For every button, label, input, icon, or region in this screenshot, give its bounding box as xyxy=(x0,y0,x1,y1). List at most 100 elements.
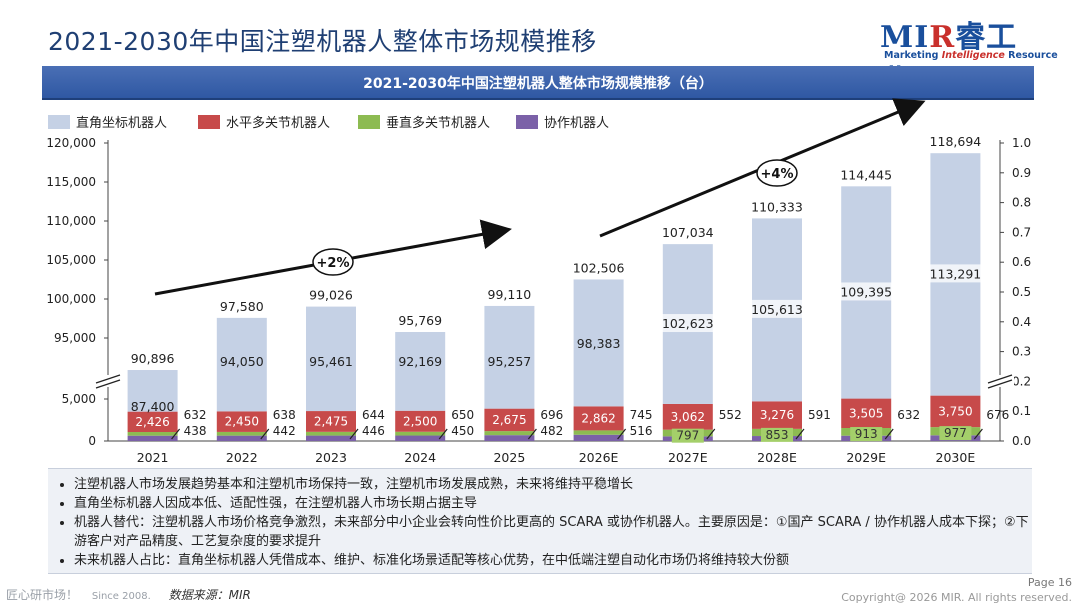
bar-segment-collab xyxy=(484,435,535,441)
y-tick-label-right: 0.6 xyxy=(1012,255,1031,269)
total-label: 97,580 xyxy=(220,299,264,314)
axis-break-mark xyxy=(95,379,121,389)
logo-subtitle: Marketing Intelligence Resource xyxy=(884,50,1058,61)
vertical-label: 450 xyxy=(451,424,474,438)
x-tick-label: 2024 xyxy=(404,450,436,465)
growth-badge-1 xyxy=(312,248,354,276)
scara-label: 2,426 xyxy=(135,415,169,429)
stacked-bar-chart: 120,000 115,000 110,000 105,000 100,000 95,00… xyxy=(46,98,1031,465)
scara-label: 3,505 xyxy=(849,406,883,420)
x-tick-label: 2023 xyxy=(315,450,347,465)
legend-swatch xyxy=(48,115,70,129)
bar-segment-scara xyxy=(752,401,802,429)
scara-label: 3,062 xyxy=(671,410,705,424)
vertical-label: 797 xyxy=(676,429,699,443)
growth-label-1: +2% xyxy=(317,256,350,271)
vertical-label-bg xyxy=(671,428,704,443)
y-tick-label-right: 0.8 xyxy=(1012,196,1031,210)
y-tick-label-left: 115,000 xyxy=(46,175,96,189)
vertical-label: 482 xyxy=(540,424,563,438)
break-slash xyxy=(171,428,181,440)
bar-segment-scara xyxy=(930,395,981,428)
y-tick-label-left: 5,000 xyxy=(62,392,96,406)
total-label: 99,110 xyxy=(488,287,532,302)
notes-box: 注塑机器人市场发展趋势基本和注塑机市场保持一致，注塑机市场发展成熟，未来将维持平… xyxy=(48,468,1032,574)
bar-segment-collab xyxy=(395,435,446,441)
bar-segment-scara xyxy=(306,411,356,432)
scara-label: 2,450 xyxy=(225,415,259,429)
vertical-label: 438 xyxy=(184,424,207,438)
vertical-label: 853 xyxy=(766,428,789,442)
chart-banner: 2021-2030年中国注塑机器人整体市场规模推移（台） xyxy=(42,66,1034,100)
bar-segment-scara xyxy=(127,411,178,433)
bar-segment-scara xyxy=(484,408,535,432)
total-label: 95,769 xyxy=(398,313,442,328)
total-label: 110,333 xyxy=(751,199,803,214)
bar-segment-scara xyxy=(662,403,713,430)
x-tick-label: 2022 xyxy=(226,450,258,465)
cartesian-label-bg xyxy=(834,282,899,301)
x-tick-label: 2030E xyxy=(936,450,976,465)
y-tick-label-left: 105,000 xyxy=(46,253,96,267)
y-tick-label-right: 0.7 xyxy=(1012,225,1031,239)
bar-segment-collab xyxy=(573,434,624,441)
x-tick-label: 2025 xyxy=(493,450,525,465)
bar-segment-scara xyxy=(573,406,624,431)
vertical-label: 446 xyxy=(362,424,385,438)
y-tick-label-right: 0.5 xyxy=(1012,285,1031,299)
legend-item-vertical: 垂直多关节机器人 xyxy=(358,112,490,131)
collab-label: 644 xyxy=(362,408,385,422)
collab-label: 638 xyxy=(273,408,296,422)
scara-label: 2,862 xyxy=(581,411,615,425)
y-tick-label-left: 100,000 xyxy=(46,292,96,306)
total-label: 90,896 xyxy=(131,351,175,366)
bar-segment-vertical xyxy=(484,431,535,436)
collab-label: 552 xyxy=(719,408,742,422)
x-tick-label: 2026E xyxy=(579,450,619,465)
cartesian-label-bg xyxy=(745,299,809,318)
y-tick-label-left: 120,000 xyxy=(46,136,96,150)
total-label: 107,034 xyxy=(662,225,714,240)
legend-item-scara: 水平多关节机器人 xyxy=(198,112,330,131)
y-tick-label-left: 95,000 xyxy=(54,331,96,345)
break-slash xyxy=(884,428,894,440)
axis-break-mark xyxy=(987,379,1013,389)
legend-item-cartesian: 直角坐标机器人 xyxy=(48,112,167,131)
cartesian-label-bg xyxy=(923,264,988,283)
vertical-label-bg xyxy=(850,427,883,442)
cartesian-label: 98,383 xyxy=(577,336,621,351)
total-label: 114,445 xyxy=(840,167,892,182)
bar-segment-scara xyxy=(841,398,892,429)
bar-segment-cartesian xyxy=(484,305,535,409)
footer-slogan: 匠心研市场！ xyxy=(6,588,79,602)
footer-source: 数据来源：MIR xyxy=(168,588,251,602)
y-tick-label-right: 1.0 xyxy=(1012,136,1031,150)
cartesian-label: 109,395 xyxy=(840,284,892,299)
bar-segment-collab xyxy=(127,435,178,441)
bar-segment-scara xyxy=(395,410,446,432)
legend-swatch xyxy=(516,115,538,129)
cartesian-label: 95,461 xyxy=(309,354,353,369)
total-label: 102,506 xyxy=(573,260,625,275)
collab-label: 632 xyxy=(184,408,207,422)
bar-segment-cartesian xyxy=(395,332,446,411)
scara-label: 2,500 xyxy=(403,414,437,428)
break-slash xyxy=(973,428,983,440)
legend-item-collab: 协作机器人 xyxy=(516,112,609,131)
footer-since: Since 2008. xyxy=(91,591,151,602)
collab-label: 745 xyxy=(630,408,653,422)
copyright: Copyright@ 2026 MIR. All rights reserved… xyxy=(841,591,1072,604)
axis-break-mark xyxy=(987,374,1013,384)
note-item: 注塑机器人市场发展趋势基本和注塑机市场保持一致，注塑机市场发展成熟，未来将维持平… xyxy=(74,475,1032,494)
break-slash xyxy=(617,428,627,440)
bar-segment-vertical xyxy=(306,431,356,436)
break-slash xyxy=(438,428,448,440)
legend-swatch xyxy=(358,115,380,129)
bar-segment-cartesian xyxy=(216,317,267,412)
scara-label: 2,475 xyxy=(314,414,348,428)
bar-segment-collab xyxy=(306,435,356,441)
cartesian-label: 105,613 xyxy=(751,302,803,317)
break-slash xyxy=(260,428,270,440)
bar-segment-cartesian xyxy=(306,306,356,412)
growth-badge-2 xyxy=(756,159,798,187)
